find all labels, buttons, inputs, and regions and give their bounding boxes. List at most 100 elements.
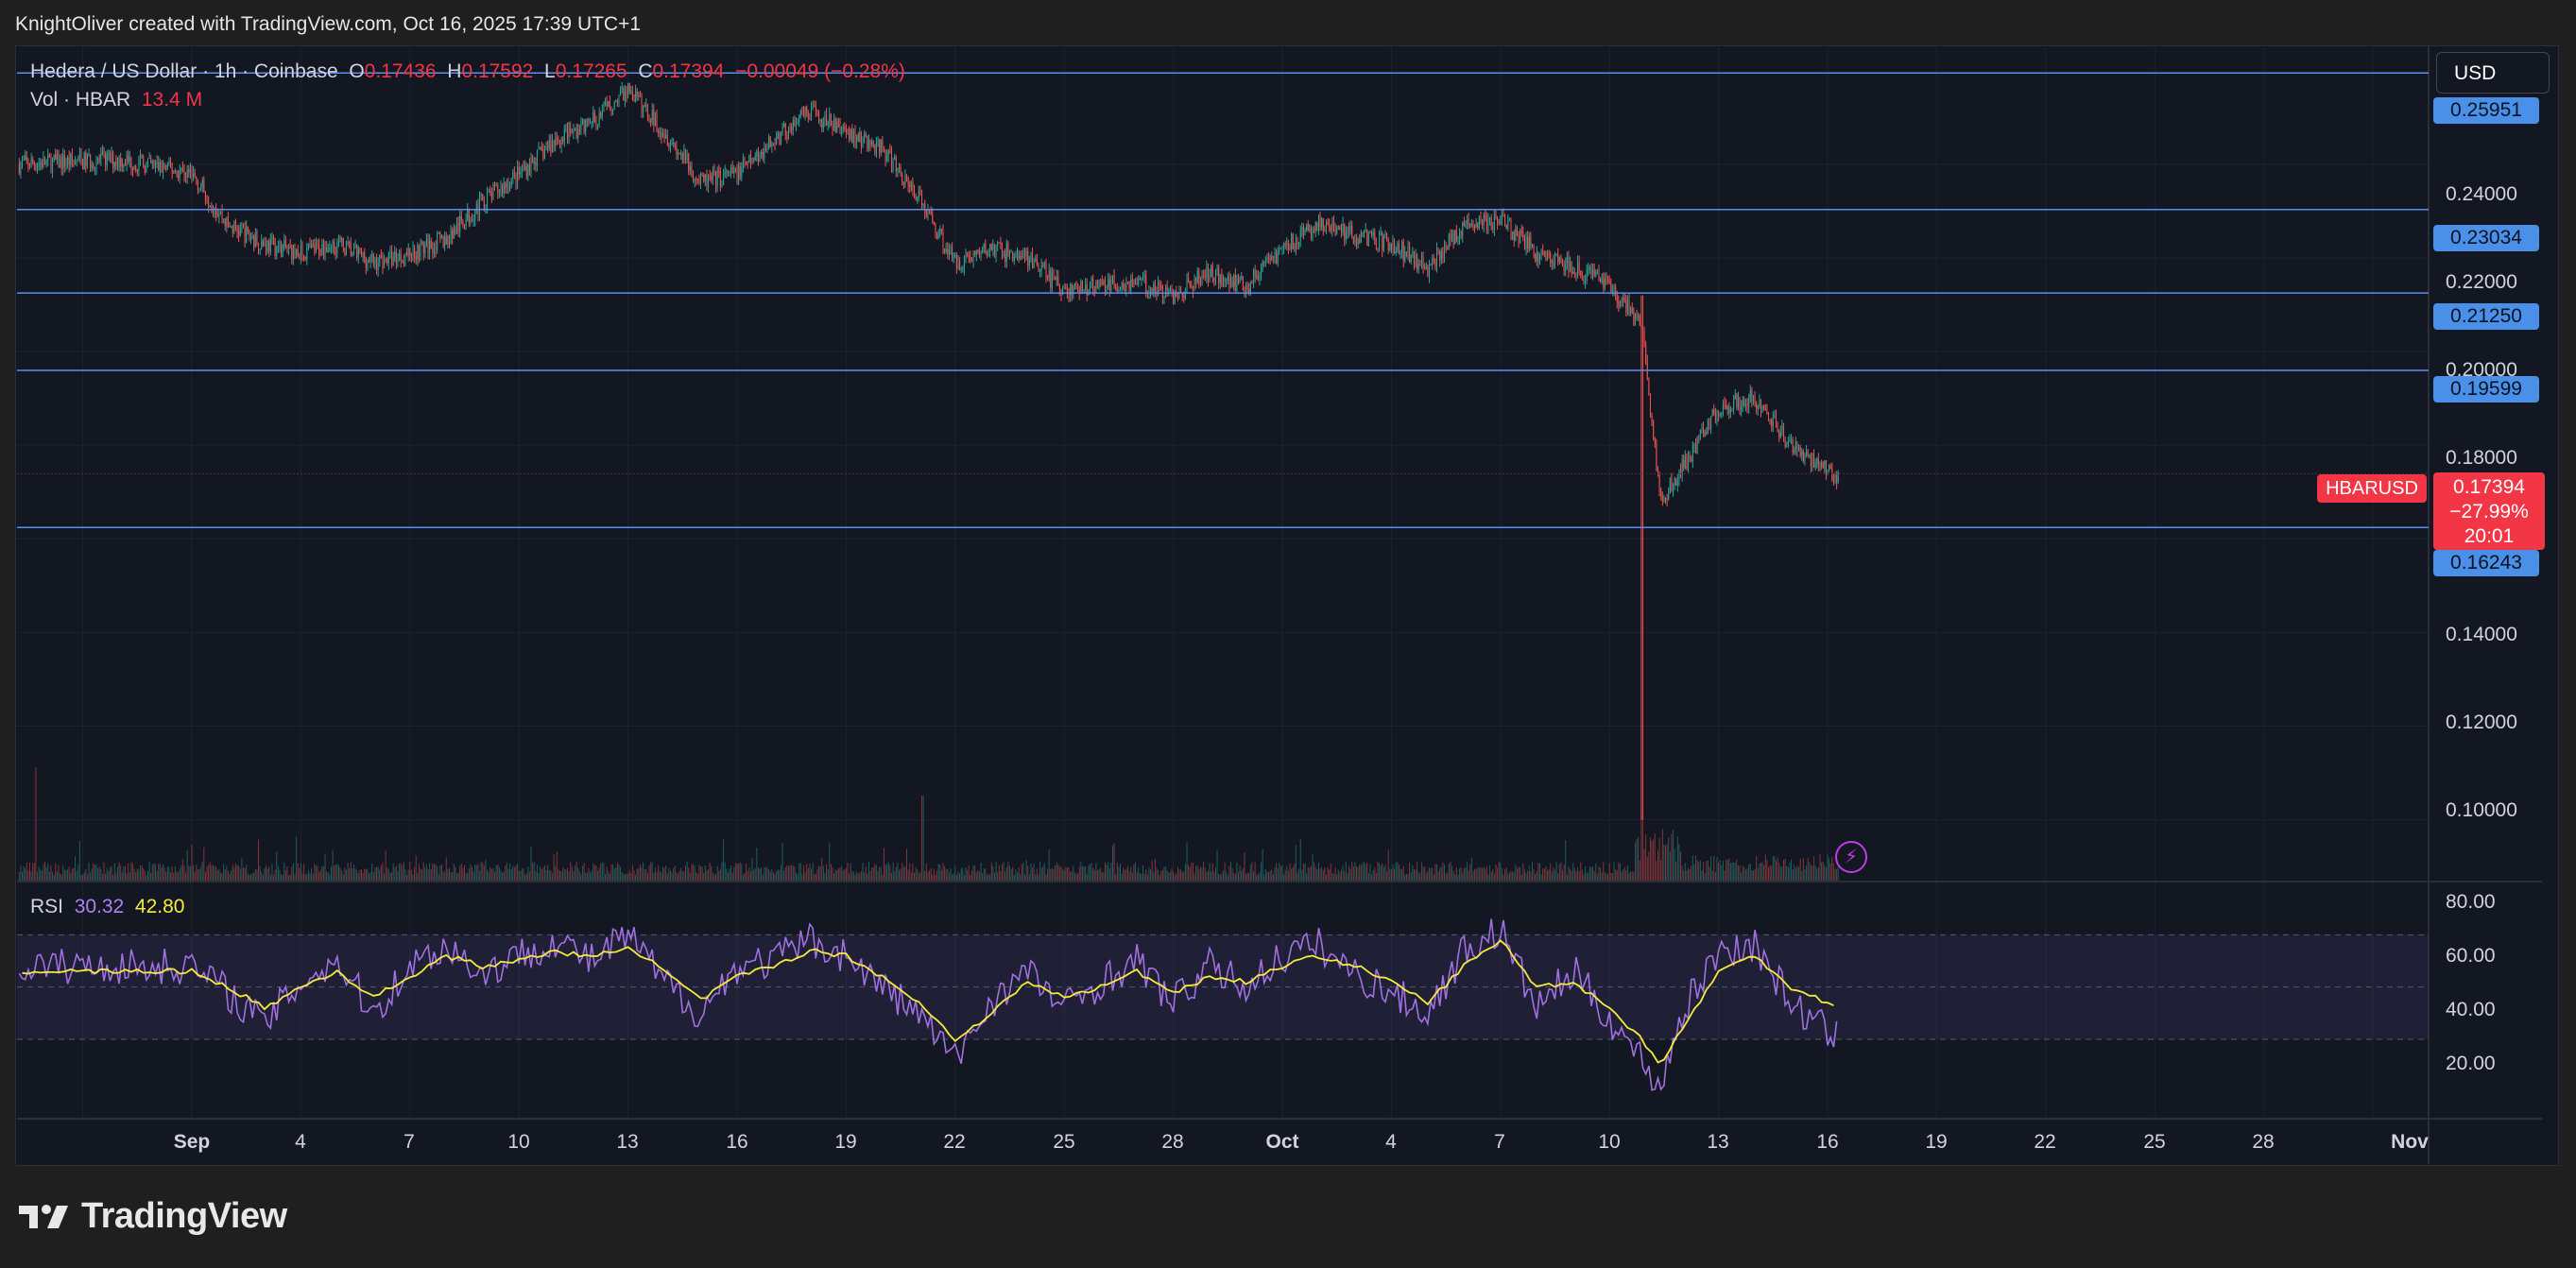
level-tag[interactable]: 0.21250: [2433, 303, 2539, 330]
volume-bar: [1012, 866, 1014, 881]
candle-body: [247, 226, 249, 232]
candle-body: [1150, 287, 1152, 293]
candle-body: [159, 162, 161, 171]
candle-body: [1760, 399, 1761, 412]
volume-bar: [818, 865, 820, 881]
volume-bar: [115, 872, 117, 881]
currency-selector[interactable]: USD: [2436, 52, 2550, 94]
volume-bar: [545, 870, 547, 881]
candle-body: [729, 172, 730, 174]
volume-bar: [1656, 861, 1657, 881]
volume-bar: [1813, 856, 1815, 881]
candle-body: [1505, 224, 1507, 229]
candle-body: [1306, 224, 1308, 231]
volume-bar: [1724, 870, 1726, 881]
candle-body: [1113, 275, 1115, 287]
candle-body: [830, 113, 832, 127]
candle-body: [299, 257, 301, 259]
candle-body: [1538, 253, 1540, 263]
candle-body: [945, 248, 947, 252]
volume-bar: [1598, 865, 1600, 881]
candle-body: [681, 153, 683, 161]
volume-bar: [268, 866, 270, 881]
volume-bar: [560, 871, 562, 881]
candle-body: [329, 247, 331, 250]
volume-label[interactable]: Vol · HBAR: [30, 89, 131, 111]
volume-bar: [1098, 869, 1100, 881]
volume-bar: [1362, 863, 1364, 881]
volume-bar: [1374, 866, 1376, 881]
volume-bar: [1834, 868, 1836, 881]
candle-body: [406, 252, 408, 255]
volume-bar: [1261, 862, 1262, 881]
candle-body: [311, 244, 313, 248]
volume-bar: [1628, 873, 1630, 881]
candle-body: [502, 184, 504, 193]
volume-bar: [1106, 865, 1108, 881]
volume-bar: [1505, 867, 1507, 881]
volume-bar: [196, 865, 197, 881]
candle-body: [1108, 279, 1110, 291]
candle-body: [1450, 234, 1451, 240]
candle-body: [1454, 230, 1456, 245]
candle-body: [977, 249, 979, 252]
candle-body: [768, 136, 770, 149]
volume-bar: [997, 871, 999, 881]
rsi-label[interactable]: RSI: [30, 896, 64, 917]
candle-body: [113, 162, 115, 167]
level-tag[interactable]: 0.19599: [2433, 376, 2539, 403]
candle-body: [585, 120, 587, 132]
candle-body: [135, 166, 137, 170]
candle-body: [731, 167, 733, 174]
volume-bar: [113, 863, 115, 881]
volume-bar: [556, 851, 558, 881]
volume-bar: [1118, 866, 1120, 881]
volume-bar: [112, 874, 114, 881]
candle-body: [1216, 266, 1218, 271]
candle-body: [1457, 238, 1459, 241]
volume-bar: [1407, 873, 1409, 881]
candle-body: [1508, 220, 1510, 222]
volume-bar: [1007, 862, 1009, 881]
candle-body: [1455, 230, 1457, 241]
volume-bar: [1571, 870, 1572, 881]
volume-bar: [1681, 865, 1683, 881]
candle-body: [639, 95, 641, 97]
candle-body: [803, 112, 805, 118]
symbol-line[interactable]: Hedera / US Dollar · 1h · Coinbase: [30, 60, 338, 82]
volume-bar: [935, 874, 936, 881]
candle-body: [1772, 418, 1774, 427]
candle-body: [1154, 283, 1156, 294]
volume-bar: [1686, 870, 1688, 881]
level-tag[interactable]: 0.23034: [2433, 225, 2539, 251]
rsi-tick: 80.00: [2446, 891, 2496, 913]
candle-body: [292, 245, 294, 260]
volume-bar: [183, 865, 185, 881]
candle-body: [1610, 283, 1612, 293]
volume-bar: [1384, 865, 1386, 881]
volume-bar: [103, 862, 105, 881]
candle-body: [1236, 277, 1238, 291]
level-tag[interactable]: 0.16243: [2433, 550, 2539, 576]
candle-body: [1771, 420, 1773, 427]
candle-body: [1206, 267, 1208, 277]
candle-body: [91, 164, 93, 168]
volume-bar: [93, 863, 94, 881]
last-change-pct: −27.99%: [2449, 501, 2529, 523]
volume-bar: [1272, 874, 1274, 881]
lightning-icon[interactable]: ⚡: [1835, 841, 1867, 873]
candle-body: [492, 184, 494, 199]
candle-body: [1554, 255, 1555, 266]
volume-bar: [321, 865, 323, 881]
candle-body: [386, 259, 388, 264]
candle-body: [771, 143, 773, 147]
volume-bar: [475, 865, 477, 881]
candle-body: [659, 132, 661, 134]
level-tag[interactable]: 0.25951: [2433, 97, 2539, 124]
volume-bar: [673, 867, 675, 881]
volume-bar: [721, 862, 723, 881]
volume-bar: [1736, 859, 1738, 881]
candle-body: [1207, 267, 1209, 281]
volume-bar: [833, 873, 835, 881]
